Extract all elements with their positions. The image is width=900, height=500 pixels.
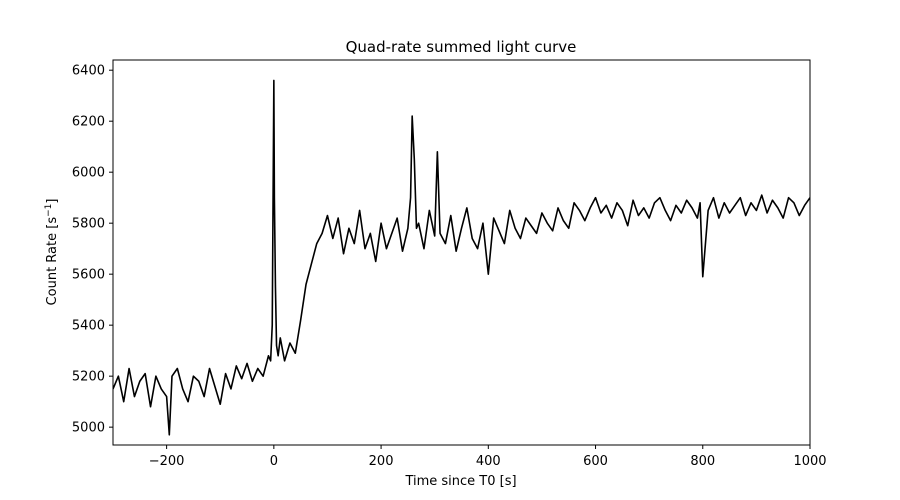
x-tick-label: 1000 — [793, 454, 826, 469]
x-axis-label: Time since T0 [s] — [404, 474, 516, 489]
x-tick-label: 200 — [369, 454, 394, 469]
chart-title: Quad-rate summed light curve — [346, 38, 577, 56]
y-axis-label-main: Count Rate [s — [45, 217, 60, 306]
y-tick-label: 6200 — [72, 115, 105, 130]
series-line — [113, 79, 810, 436]
y-tick-label: 5600 — [72, 268, 105, 283]
x-tick-label: 0 — [270, 454, 278, 469]
y-axis-ticks: 5000 5200 5400 5600 5800 6000 6200 6400 — [72, 64, 113, 436]
x-tick-label: 600 — [583, 454, 608, 469]
y-axis-label-exponent: −1 — [44, 204, 54, 217]
x-tick-label: 800 — [690, 454, 715, 469]
y-axis-label-end: ] — [45, 199, 60, 204]
x-tick-label: −200 — [149, 454, 185, 469]
plot-area — [112, 59, 811, 446]
y-tick-label: 5800 — [72, 217, 105, 232]
y-tick-label: 6000 — [72, 166, 105, 181]
x-axis-ticks: −200 0 200 400 600 800 1000 — [149, 445, 827, 469]
y-axis-label: Count Rate [s−1] — [44, 199, 60, 306]
y-tick-label: 5000 — [72, 421, 105, 436]
y-tick-label: 6400 — [72, 64, 105, 79]
y-tick-label: 5400 — [72, 319, 105, 334]
y-tick-label: 5200 — [72, 370, 105, 385]
x-tick-label: 400 — [476, 454, 501, 469]
data-layer — [113, 79, 810, 436]
plot-frame — [112, 59, 811, 446]
